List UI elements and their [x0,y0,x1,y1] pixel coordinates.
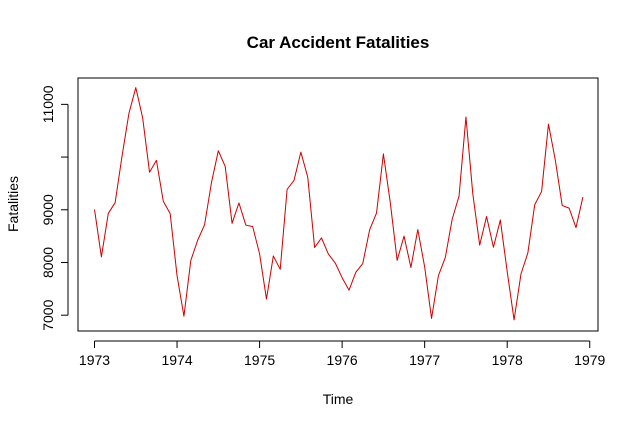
x-tick-label: 1977 [409,352,440,368]
x-tick-label: 1976 [327,352,358,368]
chart-title: Car Accident Fatalities [247,33,430,52]
y-tick-label: 9000 [40,194,56,225]
x-axis-label: Time [323,391,354,407]
plot-frame [77,77,599,332]
x-tick-label: 1973 [79,352,110,368]
y-tick-label: 11000 [40,85,56,123]
y-axis: 7000 8000 9000 11000 [40,85,69,331]
x-tick-label: 1978 [492,352,523,368]
x-tick-label: 1979 [574,352,605,368]
x-tick-label: 1975 [244,352,275,368]
y-tick-label: 8000 [40,247,56,278]
series-layer [94,87,584,321]
y-tick-label: 7000 [40,299,56,330]
y-axis-label: Fatalities [5,176,21,232]
x-tick-label: 1974 [161,352,192,368]
x-axis: 1973 1974 1975 1976 1977 1978 1979 [79,340,606,368]
series-line-fatalities [94,87,584,321]
